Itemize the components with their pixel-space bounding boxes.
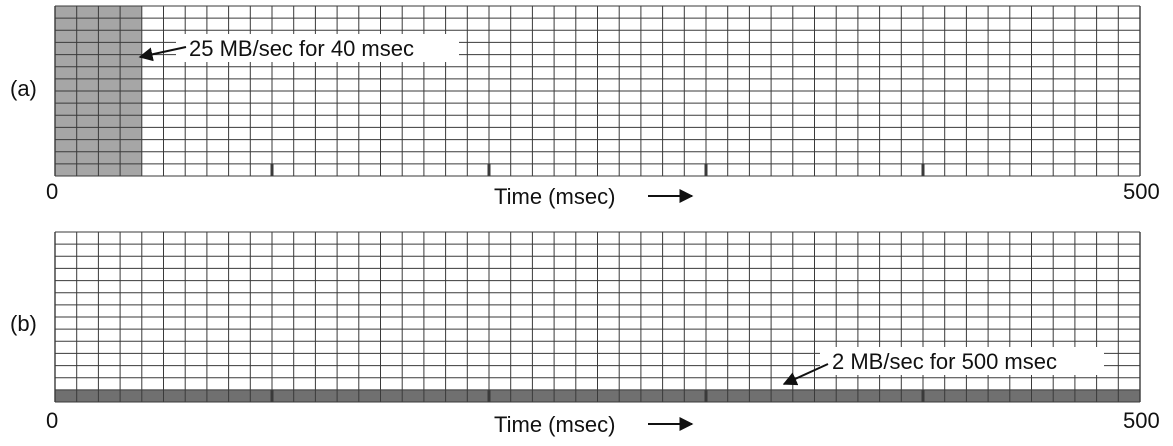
panel-a-annotation-arrow [138,46,187,62]
panel-a-label: (a) [10,76,37,101]
panel-a-axis-start: 0 [46,179,58,204]
panel-a-axis-title: Time (msec) [494,184,615,209]
panel-b-annotation: 2 MB/sec for 500 msec [832,349,1057,374]
panel-b-axis-start: 0 [46,408,58,433]
panel-b-label: (b) [10,311,37,336]
panel-a-annotation: 25 MB/sec for 40 msec [189,36,414,61]
panel-a-major-ticks [270,163,925,176]
panel-b-grid [54,231,1141,403]
panel-a-annotation-box [176,34,459,62]
panel-b-annotation-arrow [782,363,829,386]
panel-a-axis-end: 500 [1123,179,1160,204]
panel-b-axis-end: 500 [1123,408,1160,433]
panel-b-annotation-box [820,347,1104,375]
panel-a: (a) 25 MB/sec for 40 msec 0 500 Time (ms… [10,5,1160,209]
panel-a-grid [54,5,1141,177]
panel-b-major-ticks [270,389,925,402]
panel-b-axis-title: Time (msec) [494,412,615,437]
panel-b: (b) 2 MB/sec for 500 msec 0 500 Time (ms… [10,231,1160,437]
